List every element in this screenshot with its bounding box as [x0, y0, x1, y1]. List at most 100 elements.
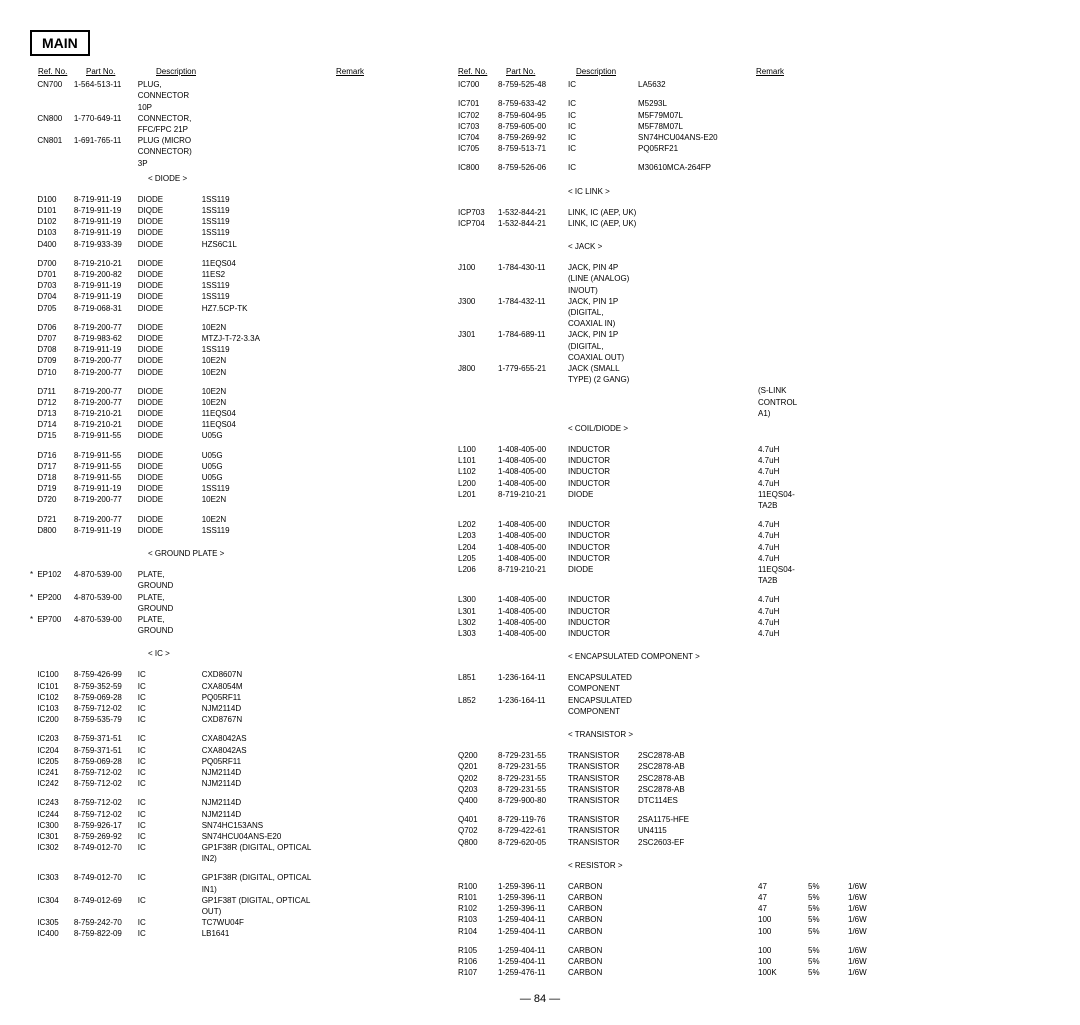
part-row: L3031-408-405-00INDUCTOR4.7uH — [450, 628, 990, 639]
part-row: CN8011-691-765-11PLUG (MICRO CONNECTOR) … — [30, 135, 430, 169]
part-row: IC2058-759-069-28ICPQ05RF11 — [30, 756, 430, 767]
column-header-left: Ref. No. Part No. Description Remark — [30, 66, 430, 77]
part-row: L3011-408-405-00INDUCTOR4.7uH — [450, 606, 990, 617]
part-row: L8511-236-164-11ENCAPSULATED COMPONENT — [450, 672, 990, 694]
part-row: IC2438-759-712-02ICNJM2114D — [30, 797, 430, 808]
part-row: D7148-719-210-21DIODE11EQS04 — [30, 419, 430, 430]
part-row: R1001-259-396-11CARBON475%1/6W — [450, 881, 990, 892]
hdr-ref: Ref. No. — [38, 66, 86, 77]
part-row: ICP7031-532-844-21LINK, IC (AEP, UK) — [450, 207, 990, 218]
part-row: CN7001-564-513-11PLUG, CONNECTOR 10P — [30, 79, 430, 113]
part-row: D7008-719-210-21DIODE11EQS04 — [30, 258, 430, 269]
hdr-part: Part No. — [506, 66, 576, 77]
part-row: Q7028-729-422-61TRANSISTORUN4115 — [450, 825, 990, 836]
hdr-remark: Remark — [336, 66, 386, 77]
part-row: IC2048-759-371-51ICCXA8042AS — [30, 745, 430, 756]
part-row: ICP7041-532-844-21LINK, IC (AEP, UK) — [450, 218, 990, 229]
part-row: R1011-259-396-11CARBON475%1/6W — [450, 892, 990, 903]
part-row: D4008-719-933-39DIODEHZS6C1L — [30, 239, 430, 250]
parts-list-page: MAIN Ref. No. Part No. Description Remar… — [0, 0, 1080, 1025]
part-row: IC8008-759-526-06ICM30610MCA-264FP — [450, 162, 990, 173]
part-row: IC2448-759-712-02ICNJM2114D — [30, 809, 430, 820]
part-row: J3001-784-432-11JACK, PIN 1P (DIGITAL, C… — [450, 296, 990, 330]
part-row: Q4008-729-900-80TRANSISTORDTC114ES — [450, 795, 990, 806]
part-row: D7188-719-911-55DIODEU05G — [30, 472, 430, 483]
part-row: R1021-259-396-11CARBON475%1/6W — [450, 903, 990, 914]
subsection-header: < TRANSISTOR > — [450, 729, 990, 740]
part-row: IC1018-759-352-59ICCXA8054M — [30, 681, 430, 692]
part-row: *EP1024-870-539-00PLATE, GROUND — [30, 569, 430, 591]
part-row: D7018-719-200-82DIODE11ES2 — [30, 269, 430, 280]
part-row: Q2028-729-231-55TRANSISTOR2SC2878-AB — [450, 773, 990, 784]
part-row: Q4018-729-119-76TRANSISTOR2SA1175-HFE — [450, 814, 990, 825]
part-row: IC4008-759-822-09ICLB1641 — [30, 928, 430, 939]
part-row: D7128-719-200-77DIODE10E2N — [30, 397, 430, 408]
part-row: L3021-408-405-00INDUCTOR4.7uH — [450, 617, 990, 628]
part-row: IC1008-759-426-99ICCXD8607N — [30, 669, 430, 680]
hdr-ref: Ref. No. — [458, 66, 506, 77]
part-row: L8521-236-164-11ENCAPSULATED COMPONENT — [450, 695, 990, 717]
part-row: D1008-719-911-19DIODE1SS119 — [30, 194, 430, 205]
section-title: MAIN — [30, 30, 90, 56]
subsection-header: < JACK > — [450, 241, 990, 252]
part-row: IC2008-759-535-79ICCXD8767N — [30, 714, 430, 725]
part-row: IC2428-759-712-02ICNJM2114D — [30, 778, 430, 789]
part-row: R1061-259-404-11CARBON1005%1/6W — [450, 956, 990, 967]
part-row: D7038-719-911-19DIODE1SS119 — [30, 280, 430, 291]
right-column: Ref. No. Part No. Description Remark IC7… — [450, 66, 990, 978]
part-row: D7108-719-200-77DIODE10E2N — [30, 367, 430, 378]
part-row: IC3018-759-269-92ICSN74HCU04ANS-E20 — [30, 831, 430, 842]
part-row: D7098-719-200-77DIODE10E2N — [30, 355, 430, 366]
part-row: *EP7004-870-539-00PLATE, GROUND — [30, 614, 430, 636]
part-row: Q2018-729-231-55TRANSISTOR2SC2878-AB — [450, 761, 990, 772]
part-row: R1041-259-404-11CARBON1005%1/6W — [450, 926, 990, 937]
part-row: L2051-408-405-00INDUCTOR4.7uH — [450, 553, 990, 564]
part-row: R1031-259-404-11CARBON1005%1/6W — [450, 914, 990, 925]
part-row: D7118-719-200-77DIODE10E2N — [30, 386, 430, 397]
part-row: IC1038-759-712-02ICNJM2114D — [30, 703, 430, 714]
part-row: J8001-779-655-21JACK (SMALL TYPE) (2 GAN… — [450, 363, 990, 385]
part-row: IC7018-759-633-42ICM5293L — [450, 98, 990, 109]
part-row: Q8008-729-620-05TRANSISTOR2SC2603-EF — [450, 837, 990, 848]
hdr-desc: Description — [576, 66, 756, 77]
part-row: IC3048-749-012-69ICGP1F38T (DIGITAL, OPT… — [30, 895, 430, 917]
part-row: L2001-408-405-00INDUCTOR4.7uH — [450, 478, 990, 489]
part-row: R1051-259-404-11CARBON1005%1/6W — [450, 945, 990, 956]
page-number: — 84 — — [30, 993, 1050, 1005]
subsection-header: < ENCAPSULATED COMPONENT > — [450, 651, 990, 662]
subsection-header: < DIODE > — [30, 173, 430, 184]
part-row: Q2008-729-231-55TRANSISTOR2SC2878-AB — [450, 750, 990, 761]
part-row: D7138-719-210-21DIODE11EQS04 — [30, 408, 430, 419]
part-row: D7078-719-983-62DIODEMTZJ-T-72-3.3A — [30, 333, 430, 344]
part-row: D1038-719-911-19DIODE1SS119 — [30, 227, 430, 238]
part-row: IC3008-759-926-17ICSN74HC153ANS — [30, 820, 430, 831]
subsection-header: < IC > — [30, 648, 430, 659]
subsection-header: < GROUND PLATE > — [30, 548, 430, 559]
part-row: D7168-719-911-55DIODEU05G — [30, 450, 430, 461]
part-row: IC7058-759-513-71ICPQ05RF21 — [450, 143, 990, 154]
part-row: IC3028-749-012-70ICGP1F38R (DIGITAL, OPT… — [30, 842, 430, 864]
hdr-desc: Description — [156, 66, 336, 77]
part-row: D1028-719-911-19DIODE1SS119 — [30, 216, 430, 227]
part-row: L1021-408-405-00INDUCTOR4.7uH — [450, 466, 990, 477]
part-row: L1011-408-405-00INDUCTOR4.7uH — [450, 455, 990, 466]
part-row: D1018-719-911-19DIQDE1SS119 — [30, 205, 430, 216]
part-row: L2018-719-210-21DIODE11EQS04-TA2B — [450, 489, 990, 511]
part-row: D7058-719-068-31DIODEHZ7.5CP-TK — [30, 303, 430, 314]
part-row: IC7038-759-605-00ICM5F78M07L — [450, 121, 990, 132]
part-row: D7088-719-911-19DIODE1SS119 — [30, 344, 430, 355]
subsection-header: < IC LINK > — [450, 186, 990, 197]
part-row: L1001-408-405-00INDUCTOR4.7uH — [450, 444, 990, 455]
part-row: CN8001-770-649-11CONNECTOR, FFC/FPC 21P — [30, 113, 430, 135]
part-row: IC3058-759-242-70ICTC7WU04F — [30, 917, 430, 928]
part-row: IC2038-759-371-51ICCXA8042AS — [30, 733, 430, 744]
subsection-header: < RESISTOR > — [450, 860, 990, 871]
part-row: D7158-719-911-55DIODEU05G — [30, 430, 430, 441]
left-column: Ref. No. Part No. Description Remark CN7… — [30, 66, 430, 978]
part-row: D7178-719-911-55DIODEU05G — [30, 461, 430, 472]
part-row: *EP2004-870-539-00PLATE, GROUND — [30, 592, 430, 614]
part-row: D8008-719-911-19DIODE1SS119 — [30, 525, 430, 536]
part-row: D7218-719-200-77DIODE10E2N — [30, 514, 430, 525]
part-row: IC7028-759-604-95ICM5F79M07L — [450, 110, 990, 121]
columns-container: Ref. No. Part No. Description Remark CN7… — [30, 66, 1050, 978]
